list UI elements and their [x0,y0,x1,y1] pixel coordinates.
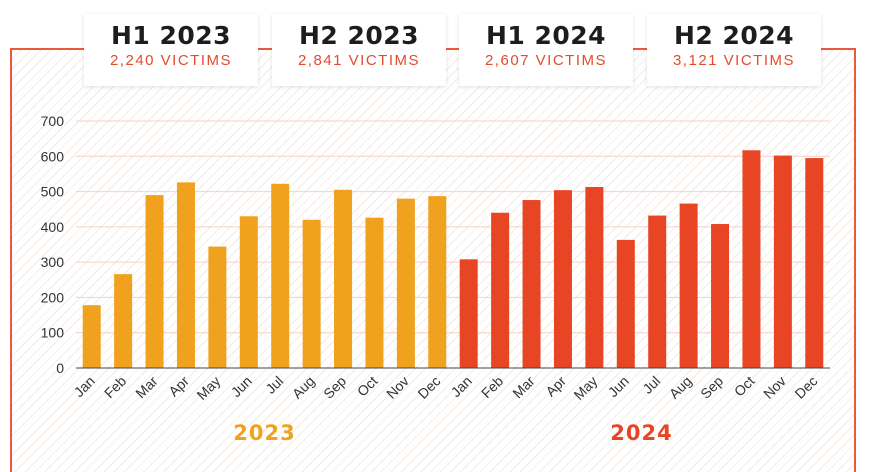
bar [711,224,730,368]
x-tick-label: Jan [448,373,475,400]
x-tick-label: Jul [262,373,286,397]
x-tick-label: May [193,373,223,403]
bar [239,216,258,368]
x-tick-label: Nov [383,373,412,402]
x-tick-label: Oct [731,373,758,400]
card-victims: 2,240 VICTIMS [109,52,233,69]
bar [522,200,541,368]
bar [145,195,164,368]
card-period: H2 2024 [673,21,795,50]
summary-card-h2-2024: H2 2024 3,121 VICTIMS [647,14,821,86]
summary-card-h1-2024: H1 2024 2,607 VICTIMS [459,14,633,86]
bar [428,196,447,368]
x-tick-label: May [570,373,600,403]
x-tick-label: Nov [760,373,789,402]
year-group-label: 2023 [233,421,295,445]
y-tick-label: 100 [41,325,65,341]
x-tick-label: Apr [165,373,192,400]
x-tick-label: Aug [666,373,695,402]
bar [365,217,384,368]
x-tick-label: Jul [639,373,663,397]
bar [271,183,290,368]
bar [679,203,698,368]
bar [334,189,353,368]
bar [176,182,195,368]
bar [805,158,824,368]
x-tick-label: Aug [289,373,318,402]
bar [616,239,635,368]
x-tick-label: Apr [542,373,569,400]
card-victims: 3,121 VICTIMS [672,52,796,69]
summary-cards: H1 2023 2,240 VICTIMS H2 2023 2,841 VICT… [0,0,874,90]
x-tick-label: Dec [791,373,820,402]
y-tick-label: 400 [41,219,65,235]
bar [773,155,792,368]
bar [302,219,321,368]
x-tick-label: Sep [320,373,349,402]
bar [208,246,227,368]
x-tick-label: Sep [697,373,726,402]
bar [553,190,572,368]
year-group-label: 2024 [610,421,672,445]
x-tick-label: Feb [101,373,130,402]
x-tick-label: Mar [132,373,161,402]
y-tick-label: 500 [41,184,65,200]
bar [491,212,510,368]
bar [82,305,101,368]
card-period: H2 2023 [298,21,420,50]
x-tick-label: Dec [414,373,443,402]
bar [459,259,478,368]
bar [396,198,415,368]
summary-card-h1-2023: H1 2023 2,240 VICTIMS [84,14,258,86]
bar [114,274,133,368]
summary-card-h2-2023: H2 2023 2,841 VICTIMS [272,14,446,86]
bar [648,215,667,368]
x-tick-label: Mar [509,373,538,402]
y-tick-label: 300 [41,254,65,270]
card-period: H1 2024 [485,21,607,50]
card-victims: 2,841 VICTIMS [297,52,421,69]
x-tick-label: Oct [354,373,381,400]
bar [585,186,604,368]
x-tick-label: Feb [478,373,507,402]
y-tick-label: 200 [41,289,65,305]
x-tick-label: Jun [605,373,632,400]
x-tick-label: Jan [71,373,98,400]
x-tick-label: Jun [228,373,255,400]
y-tick-label: 600 [41,148,65,164]
y-tick-label: 700 [41,113,65,129]
card-period: H1 2023 [110,21,232,50]
y-tick-label: 0 [56,360,64,376]
card-victims: 2,607 VICTIMS [484,52,608,69]
bar [742,150,761,368]
